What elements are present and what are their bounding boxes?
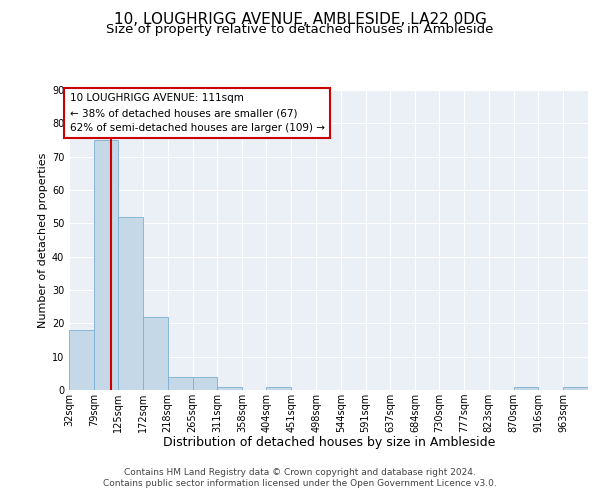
Text: Distribution of detached houses by size in Ambleside: Distribution of detached houses by size …	[163, 436, 495, 449]
Bar	[217, 386, 242, 390]
Bar	[118, 216, 143, 390]
Bar	[563, 386, 588, 390]
Y-axis label: Number of detached properties: Number of detached properties	[38, 152, 47, 328]
Bar	[69, 330, 94, 390]
Bar	[94, 140, 118, 390]
Bar	[193, 376, 217, 390]
Text: 10, LOUGHRIGG AVENUE, AMBLESIDE, LA22 0DG: 10, LOUGHRIGG AVENUE, AMBLESIDE, LA22 0D…	[113, 12, 487, 28]
Bar	[168, 376, 193, 390]
Text: Contains public sector information licensed under the Open Government Licence v3: Contains public sector information licen…	[103, 479, 497, 488]
Text: Contains HM Land Registry data © Crown copyright and database right 2024.: Contains HM Land Registry data © Crown c…	[124, 468, 476, 477]
Text: 10 LOUGHRIGG AVENUE: 111sqm
← 38% of detached houses are smaller (67)
62% of sem: 10 LOUGHRIGG AVENUE: 111sqm ← 38% of det…	[70, 94, 325, 133]
Bar	[266, 386, 292, 390]
Text: Size of property relative to detached houses in Ambleside: Size of property relative to detached ho…	[106, 22, 494, 36]
Bar	[143, 316, 168, 390]
Bar	[514, 386, 538, 390]
